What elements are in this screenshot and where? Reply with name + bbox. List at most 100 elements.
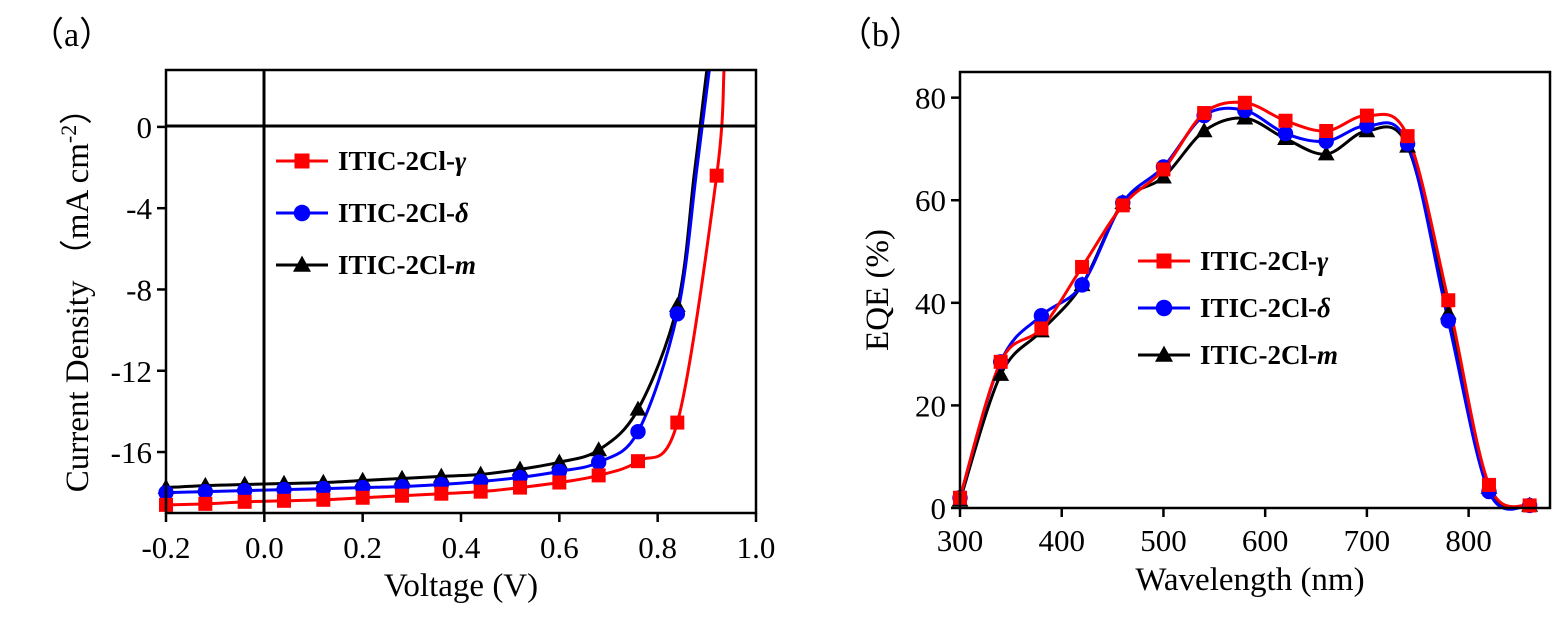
panel-a-point-0-13 xyxy=(670,415,685,430)
panel-b-xtick-label-5: 800 xyxy=(1445,523,1492,558)
panel-a-point-1-2 xyxy=(236,482,253,499)
panel-a-point-0-2 xyxy=(237,494,252,509)
panel-a-point-2-11 xyxy=(590,441,608,457)
panel-b-point-0-10 xyxy=(1359,108,1374,123)
panel-b-point-0-7 xyxy=(1237,95,1252,110)
panel-b-point-0-11 xyxy=(1400,129,1415,144)
panel-a-xtick-label-5: 0.8 xyxy=(638,530,677,565)
panel-b-xtick-label-0: 300 xyxy=(937,523,984,558)
legend-label-sym-b-1: δ xyxy=(1317,293,1331,323)
panel-a-series-line-0 xyxy=(166,70,726,507)
panel-b-point-0-14 xyxy=(1522,498,1537,513)
panel-b-label: （b） xyxy=(838,16,923,54)
panel-a-point-0-1 xyxy=(198,496,213,511)
panel-a-ytick-label-2: -8 xyxy=(126,272,152,307)
panel-a-point-0-4 xyxy=(316,492,331,507)
legend-label-sym-a-0: γ xyxy=(455,146,467,176)
panel-b-ylabel: EQE (%) xyxy=(860,229,896,351)
panel-a-xtick-label-1: 0.0 xyxy=(245,530,284,565)
panel-a-point-1-11 xyxy=(590,454,607,470)
legend-marker-a-2 xyxy=(293,255,311,272)
panel-a-xtick-label-6: 1.0 xyxy=(737,530,776,565)
legend-marker-b-0 xyxy=(1156,253,1172,269)
panel-b-xlabel: Wavelength (nm) xyxy=(1135,562,1364,598)
legend-label-base-a-0: ITIC-2Cl- xyxy=(338,146,455,176)
legend-label-base-a-2: ITIC-2Cl- xyxy=(338,250,455,280)
panel-b-point-0-2 xyxy=(1034,321,1049,336)
panel-a-point-2-10 xyxy=(550,453,568,469)
panel-a-point-2-12 xyxy=(629,400,647,416)
panel-b-ytick-label-1: 20 xyxy=(915,388,946,423)
panel-b-ticks: 300 400 500 600 700 800 0 20 40 60 80 xyxy=(915,81,1492,558)
legend-marker-b-2 xyxy=(1155,345,1173,362)
legend-label-sym-a-2: m xyxy=(455,250,476,280)
panel-a-point-1-4 xyxy=(315,480,332,497)
panel-b-point-0-3 xyxy=(1075,259,1090,274)
panel-b-point-2-6 xyxy=(1195,122,1213,138)
panel-a-point-0-12 xyxy=(631,454,645,469)
panel-b-xtick-label-2: 500 xyxy=(1140,523,1187,558)
panel-b-series xyxy=(951,95,1539,514)
legend-label-b-1: ITIC-2Cl-δ xyxy=(1200,293,1331,323)
legend-label-base-a-1: ITIC-2Cl- xyxy=(338,198,455,228)
legend-label-sym-a-1: δ xyxy=(455,198,469,228)
panel-a-point-0-3 xyxy=(277,493,291,508)
panel-b-point-0-1 xyxy=(993,354,1008,369)
panel-a-series-line-1 xyxy=(166,70,711,495)
panel-a-xtick-label-3: 0.4 xyxy=(442,530,481,565)
panel-b-point-0-12 xyxy=(1441,293,1456,308)
panel-a-ylabel: Current Density （mA cm-2） xyxy=(56,92,96,493)
legend-label-sym-b-0: γ xyxy=(1317,246,1329,276)
panel-a-point-0-10 xyxy=(552,475,567,490)
panel-a-xtick-label-2: 0.2 xyxy=(343,530,382,565)
panel-a-point-0-5 xyxy=(355,490,370,505)
legend-marker-b-1 xyxy=(1155,299,1173,317)
legend-label-base-b-0: ITIC-2Cl- xyxy=(1200,246,1317,276)
panel-b-ytick-label-0: 0 xyxy=(931,491,947,526)
panel-a-xlabel: Voltage (V) xyxy=(384,568,538,604)
panel-b-xtick-label-4: 700 xyxy=(1344,523,1391,558)
panel-b-point-0-13 xyxy=(1481,477,1496,492)
legend-label-base-b-2: ITIC-2Cl- xyxy=(1200,340,1317,370)
panel-b-point-0-4 xyxy=(1115,198,1130,213)
panel-b-point-1-8 xyxy=(1277,125,1294,142)
panel-a-point-1-3 xyxy=(276,481,292,498)
panel-b-point-1-2 xyxy=(1033,307,1050,324)
legend-label-a-0: ITIC-2Cl-γ xyxy=(338,146,467,176)
legend-label-b-2: ITIC-2Cl-m xyxy=(1200,340,1338,370)
panel-b-xtick-label-3: 600 xyxy=(1242,523,1289,558)
panel-a-point-1-13 xyxy=(669,306,686,322)
panel-a-xtick-label-0: -0.2 xyxy=(141,530,190,565)
panel-b-point-1-12 xyxy=(1440,313,1456,329)
panel-a-point-1-1 xyxy=(197,483,214,500)
panel-a-ticks: -0.2 0.0 0.2 0.4 0.6 0.8 1.0 0 -4 -8 -12 -16 xyxy=(111,110,776,565)
panel-a-point-0-14 xyxy=(709,168,724,183)
panel-b-xtick-label-1: 400 xyxy=(1038,523,1085,558)
panel-a-point-0-8 xyxy=(473,484,488,499)
legend-label-a-2: ITIC-2Cl-m xyxy=(338,250,476,280)
panel-a-ytick-label-4: -16 xyxy=(111,435,152,470)
panel-a-point-1-12 xyxy=(630,424,646,440)
panel-a-point-0-6 xyxy=(395,488,409,503)
panel-a-point-1-10 xyxy=(551,463,568,480)
panel-a-point-0-11 xyxy=(591,468,606,483)
panel-a-label: （a） xyxy=(30,16,113,54)
panel-b-point-2-9 xyxy=(1317,145,1335,161)
legend-label-base-b-1: ITIC-2Cl- xyxy=(1200,293,1317,323)
panel-b-ytick-label-3: 60 xyxy=(915,183,946,218)
legend-marker-a-0 xyxy=(294,153,310,169)
panel-b-frame xyxy=(958,70,1552,510)
panel-b-point-2-1 xyxy=(992,365,1010,381)
panel-a-ylabel-sup: -2 xyxy=(56,125,81,143)
legend-label-sym-b-2: m xyxy=(1317,340,1338,370)
panel-a-xtick-label-4: 0.6 xyxy=(540,530,579,565)
panel-a-ylabel-main: Current Density （mA cm xyxy=(60,143,96,493)
panel-b-point-0-8 xyxy=(1278,113,1293,128)
panel-b-point-0-5 xyxy=(1156,162,1171,177)
panel-a: （a） -0.2 0.0 0.2 0.4 0.6 0.8 1.0 0 -4 -8 -12 -16 Vo… xyxy=(30,16,775,604)
panel-b-point-0-6 xyxy=(1197,106,1212,121)
legend-label-a-1: ITIC-2Cl-δ xyxy=(338,198,469,228)
